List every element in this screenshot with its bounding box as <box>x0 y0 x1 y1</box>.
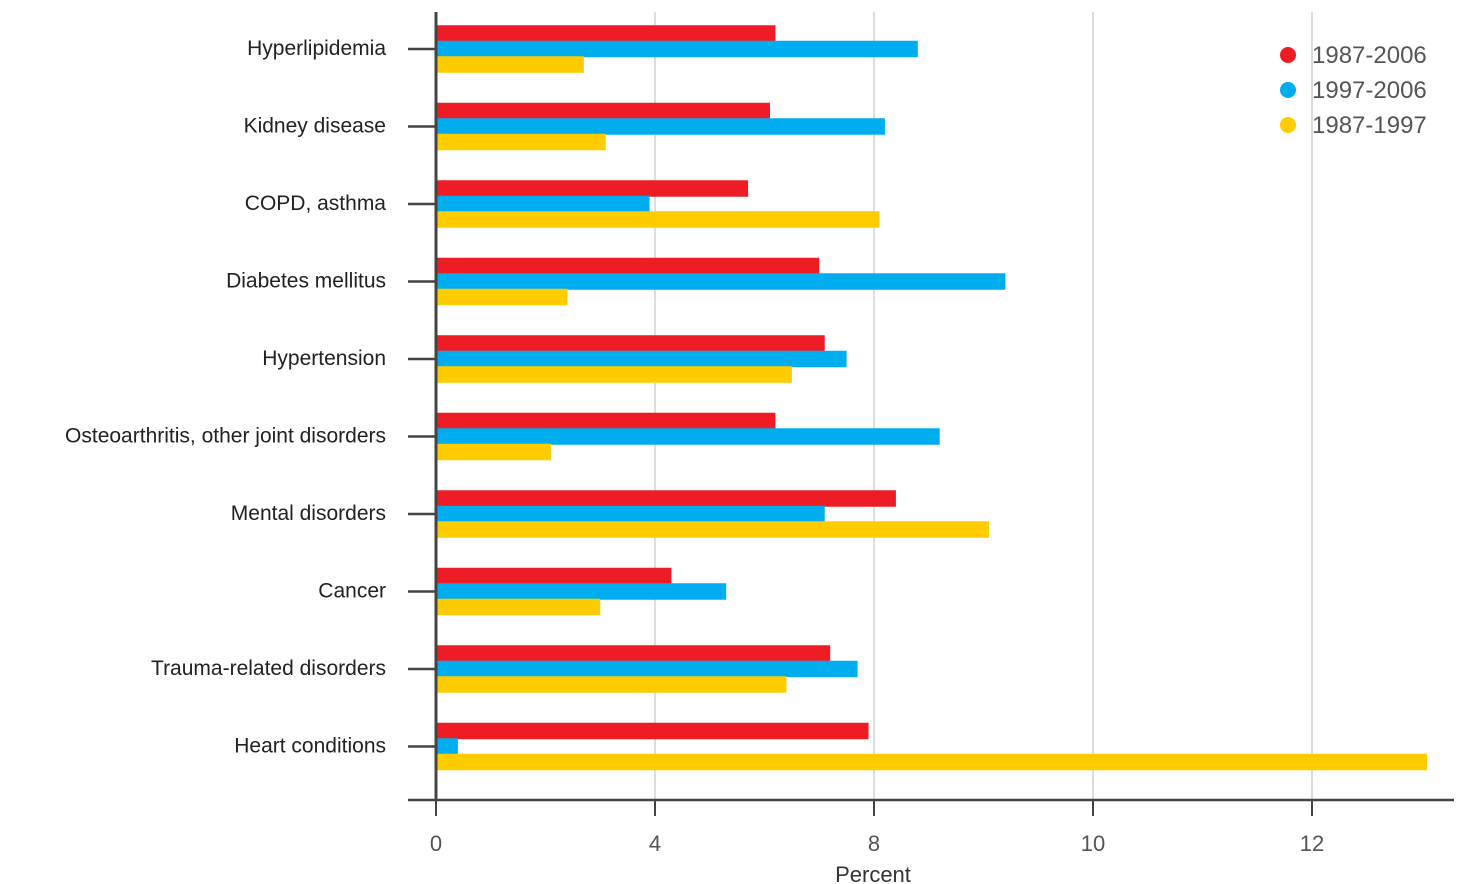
bar-2-series-1 <box>436 102 770 120</box>
x-axis-title: Percent <box>835 862 911 884</box>
category-label-10: Heart conditions <box>234 735 386 758</box>
bar-9-series-3 <box>436 676 787 693</box>
category-labels: Hyperlipidemia Kidney disease COPD, asthma… <box>65 37 386 758</box>
bar-8-series-1 <box>436 567 672 585</box>
x-tick-labels: 0 4 8 10 12 <box>430 831 1324 856</box>
bar-10-series-3 <box>436 753 1427 771</box>
legend-label-1: 1987-2006 <box>1312 42 1427 69</box>
bar-6-series-3 <box>436 443 551 461</box>
bar-8-series-3 <box>436 598 601 616</box>
bar-2-series-2 <box>436 118 885 135</box>
category-label-9: Trauma-related disorders <box>151 657 386 680</box>
bar-5-series-3 <box>436 366 792 383</box>
category-label-7: Mental disorders <box>231 502 386 525</box>
category-label-6: Osteoarthritis, other joint disorders <box>65 425 386 448</box>
bar-7-series-1 <box>436 490 896 507</box>
axes <box>408 12 1454 816</box>
category-label-8: Cancer <box>318 580 386 603</box>
category-label-3: COPD, asthma <box>245 192 387 215</box>
category-label-5: Hypertension <box>262 347 386 370</box>
bar-10-series-2 <box>436 738 458 755</box>
bar-9-series-1 <box>436 645 831 662</box>
legend-marker-2 <box>1280 82 1296 98</box>
bar-1-series-3 <box>436 56 584 73</box>
legend-marker-1 <box>1280 47 1296 63</box>
bar-7-series-3 <box>436 521 989 538</box>
bar-4-series-2 <box>436 273 1006 290</box>
bar-5-series-1 <box>436 335 825 352</box>
x-tick-label-1: 4 <box>649 831 661 856</box>
x-tick-label-4: 12 <box>1300 831 1324 856</box>
bar-4-series-1 <box>436 257 820 275</box>
bar-9-series-2 <box>436 660 858 678</box>
bar-7-series-2 <box>436 505 825 523</box>
category-label-2: Kidney disease <box>244 115 386 138</box>
bar-6-series-1 <box>436 412 776 430</box>
legend-marker-3 <box>1280 117 1296 133</box>
bars <box>436 25 1427 771</box>
bar-1-series-2 <box>436 40 918 58</box>
bar-8-series-2 <box>436 583 727 600</box>
category-label-1: Hyperlipidemia <box>247 37 386 60</box>
bar-3-series-3 <box>436 211 880 228</box>
legend: 1987-2006 1997-2006 1987-1997 <box>1280 42 1427 139</box>
bar-5-series-2 <box>436 350 847 368</box>
x-tick-label-2: 8 <box>868 831 880 856</box>
x-tick-label-3: 10 <box>1081 831 1105 856</box>
bar-10-series-1 <box>436 722 869 740</box>
legend-label-3: 1987-1997 <box>1312 112 1427 139</box>
legend-label-2: 1997-2006 <box>1312 77 1427 104</box>
bar-6-series-2 <box>436 428 940 445</box>
bar-1-series-1 <box>436 25 776 42</box>
bar-3-series-1 <box>436 180 749 197</box>
bar-2-series-3 <box>436 133 606 151</box>
x-tick-label-0: 0 <box>430 831 442 856</box>
bar-4-series-3 <box>436 288 568 306</box>
bar-3-series-2 <box>436 195 650 213</box>
category-label-4: Diabetes mellitus <box>226 270 386 293</box>
